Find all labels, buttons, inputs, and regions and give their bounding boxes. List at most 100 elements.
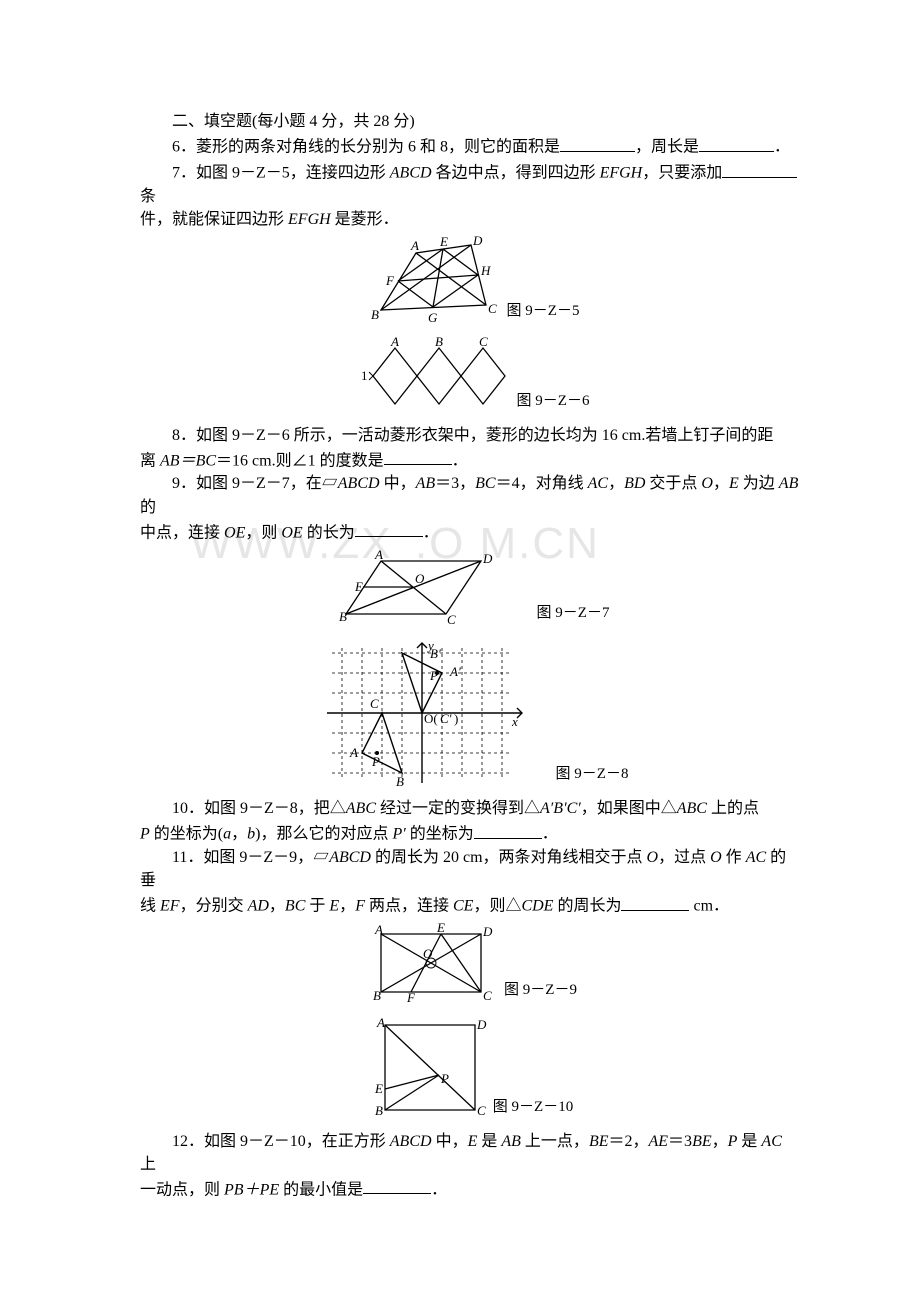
q10-l2-e: ．: [542, 826, 558, 843]
figure-9z9-block: A D B C E F O 图 9－Z－9: [140, 922, 800, 1011]
q12-l1-f: ＝3: [668, 1133, 692, 1150]
q9-em1: ABCD: [338, 475, 380, 492]
q10-l2-b: ，: [231, 826, 247, 843]
svg-text:A: A: [390, 336, 399, 349]
page: WWW.ZX .O M.CN 二、填空题(每小题 4 分，共 28 分) 6．菱…: [0, 0, 920, 1262]
q6-blank-1: [560, 133, 635, 152]
figure-9z7-block: A D B C E O 图 9－Z－7: [140, 549, 800, 634]
q8-l2-b: ＝16 cm.则∠1 的度数是: [216, 452, 384, 469]
q9-em2: AB: [416, 475, 436, 492]
q10-l2-em1: P: [140, 826, 150, 843]
svg-text:P: P: [440, 1071, 449, 1086]
figure-9z8-block: C A P B O(C′) B′ A′ P′ x y 图 9－Z－8: [140, 638, 800, 795]
q11-l2-i: cm．: [689, 898, 729, 915]
q7-l2-em: EFGH: [288, 211, 331, 228]
figure-9z6-svg: A B C 1: [351, 336, 511, 414]
q11-l2-c: ，: [269, 898, 285, 915]
question-10-line1: 10．如图 9－Z－8，把△ABC 经过一定的变换得到△A′B′C′，如果图中△…: [140, 797, 800, 820]
svg-text:A: A: [349, 745, 358, 760]
svg-text:B: B: [396, 774, 404, 788]
q12-l2-a: 一动点，则: [140, 1181, 224, 1198]
q11-l2-em3: BC: [285, 898, 305, 915]
q10-l1-c: ，如果图中△: [581, 800, 677, 817]
q9-l1-d: ＝4，对角线: [496, 475, 588, 492]
q6-text-a: 6．菱形的两条对角线的长分别为 6 和 8，则它的面积是: [172, 139, 560, 156]
q10-l2-em3: b: [247, 826, 255, 843]
question-9-line1: 9．如图 9－Z－7，在▱ABCD 中，AB＝3，BC＝4，对角线 AC，BD …: [140, 472, 800, 518]
q12-blank: [363, 1176, 431, 1195]
q10-em2: A′B′C′: [540, 800, 581, 817]
q11-l1-b: 的周长为 20 cm，两条对角线相交于点: [371, 849, 647, 866]
q12-l2-em1: PB＋PE: [224, 1181, 279, 1198]
q9-l1-h: 为边: [739, 475, 779, 492]
q8-l2-em: AB＝BC: [160, 452, 216, 469]
svg-text:C: C: [477, 1103, 486, 1118]
q10-em3: ABC: [677, 800, 707, 817]
svg-text:E: E: [374, 1081, 383, 1096]
q9-l2-b: ，则: [245, 524, 281, 541]
question-7-line1: 7．如图 9－Z－5，连接四边形 ABCD 各边中点，得到四边形 EFGH，只要…: [140, 159, 800, 208]
q9-l1-f: 交于点: [645, 475, 701, 492]
svg-text:B: B: [375, 1103, 383, 1118]
q12-l1-a: 12．如图 9－Z－10，在正方形: [172, 1133, 390, 1150]
svg-text:B: B: [371, 307, 379, 322]
q7-l1-a: 7．如图 9－Z－5，连接四边形: [172, 165, 390, 182]
figure-9z6-caption: 图 9－Z－6: [517, 391, 590, 415]
svg-text:B: B: [373, 988, 381, 1003]
q12-l1-g: ，: [712, 1133, 728, 1150]
q6-text-c: ．: [774, 139, 790, 156]
svg-text:D: D: [476, 1017, 487, 1032]
q10-l2-a: 的坐标为(: [150, 826, 223, 843]
q10-l1-d: 上的点: [707, 800, 759, 817]
q9-l1-i: 的: [140, 499, 156, 516]
question-6: 6．菱形的两条对角线的长分别为 6 和 8，则它的面积是，周长是．: [140, 133, 800, 159]
svg-text:A′: A′: [449, 664, 461, 679]
question-8-line2: 离 AB＝BC＝16 cm.则∠1 的度数是．: [140, 447, 800, 473]
question-7-line2: 件，就能保证四边形 EFGH 是菱形．: [140, 208, 800, 231]
figure-9z7-svg: A D B C E O: [331, 549, 501, 627]
svg-text:B: B: [339, 609, 347, 624]
q7-blank: [722, 159, 797, 178]
q7-l2-b: 是菱形．: [331, 211, 399, 228]
q9-l2-a: 中点，连接: [140, 524, 224, 541]
q12-l1-b: 中，: [432, 1133, 468, 1150]
figure-9z10-block: A D E B C P 图 9－Z－10: [140, 1015, 800, 1127]
question-8-line1: 8．如图 9－Z－6 所示，一活动菱形衣架中，菱形的边长均为 16 cm.若墙上…: [140, 424, 800, 447]
svg-text:F: F: [385, 273, 395, 288]
svg-text:P: P: [371, 754, 380, 769]
svg-text:C: C: [488, 301, 497, 316]
figure-9z10-caption: 图 9－Z－10: [493, 1097, 573, 1121]
q10-l2-c: )，那么它的对应点: [255, 826, 392, 843]
q11-l2-e: ，: [339, 898, 355, 915]
svg-text:H: H: [480, 263, 491, 278]
q11-l2-em6: CE: [453, 898, 473, 915]
question-9-line2: 中点，连接 OE，则 OE 的长为．: [140, 519, 800, 545]
svg-text:C′: C′: [440, 711, 452, 726]
q9-l1-a: 9．如图 9－Z－7，在▱: [172, 475, 338, 492]
figure-9z7-caption: 图 9－Z－7: [537, 603, 610, 627]
question-11-line1: 11．如图 9－Z－9，▱ABCD 的周长为 20 cm，两条对角线相交于点 O…: [140, 846, 800, 892]
figure-9z5-block: A F B G C H D E 图 9－Z－5: [140, 235, 800, 332]
figure-9z8-svg: C A P B O(C′) B′ A′ P′ x y: [312, 638, 532, 788]
q11-l2-f: 两点，连接: [365, 898, 453, 915]
svg-text:P′: P′: [429, 668, 441, 683]
q9-em4: AC: [588, 475, 608, 492]
q6-blank-2: [699, 133, 774, 152]
q12-l1-e: ＝2，: [608, 1133, 648, 1150]
q7-l1-em2: EFGH: [600, 165, 643, 182]
svg-text:E: E: [436, 922, 445, 935]
q11-l1-d: 作: [722, 849, 746, 866]
figure-9z5-caption: 图 9－Z－5: [507, 301, 580, 325]
q9-em3: BC: [475, 475, 495, 492]
q9-l2-em2: OE: [281, 524, 302, 541]
q12-l1-h: 是: [737, 1133, 761, 1150]
question-10-line2: P 的坐标为(a，b)，那么它的对应点 P′ 的坐标为．: [140, 820, 800, 846]
q12-em6: BE: [692, 1133, 712, 1150]
svg-text:F: F: [406, 990, 416, 1004]
svg-text:O: O: [423, 946, 433, 961]
q10-l2-em4: P′: [392, 826, 405, 843]
q11-l1-c: ，过点: [658, 849, 710, 866]
svg-text:A: A: [374, 549, 383, 562]
q11-l1-a: 11．如图 9－Z－9，▱: [172, 849, 329, 866]
q9-em7: E: [729, 475, 739, 492]
